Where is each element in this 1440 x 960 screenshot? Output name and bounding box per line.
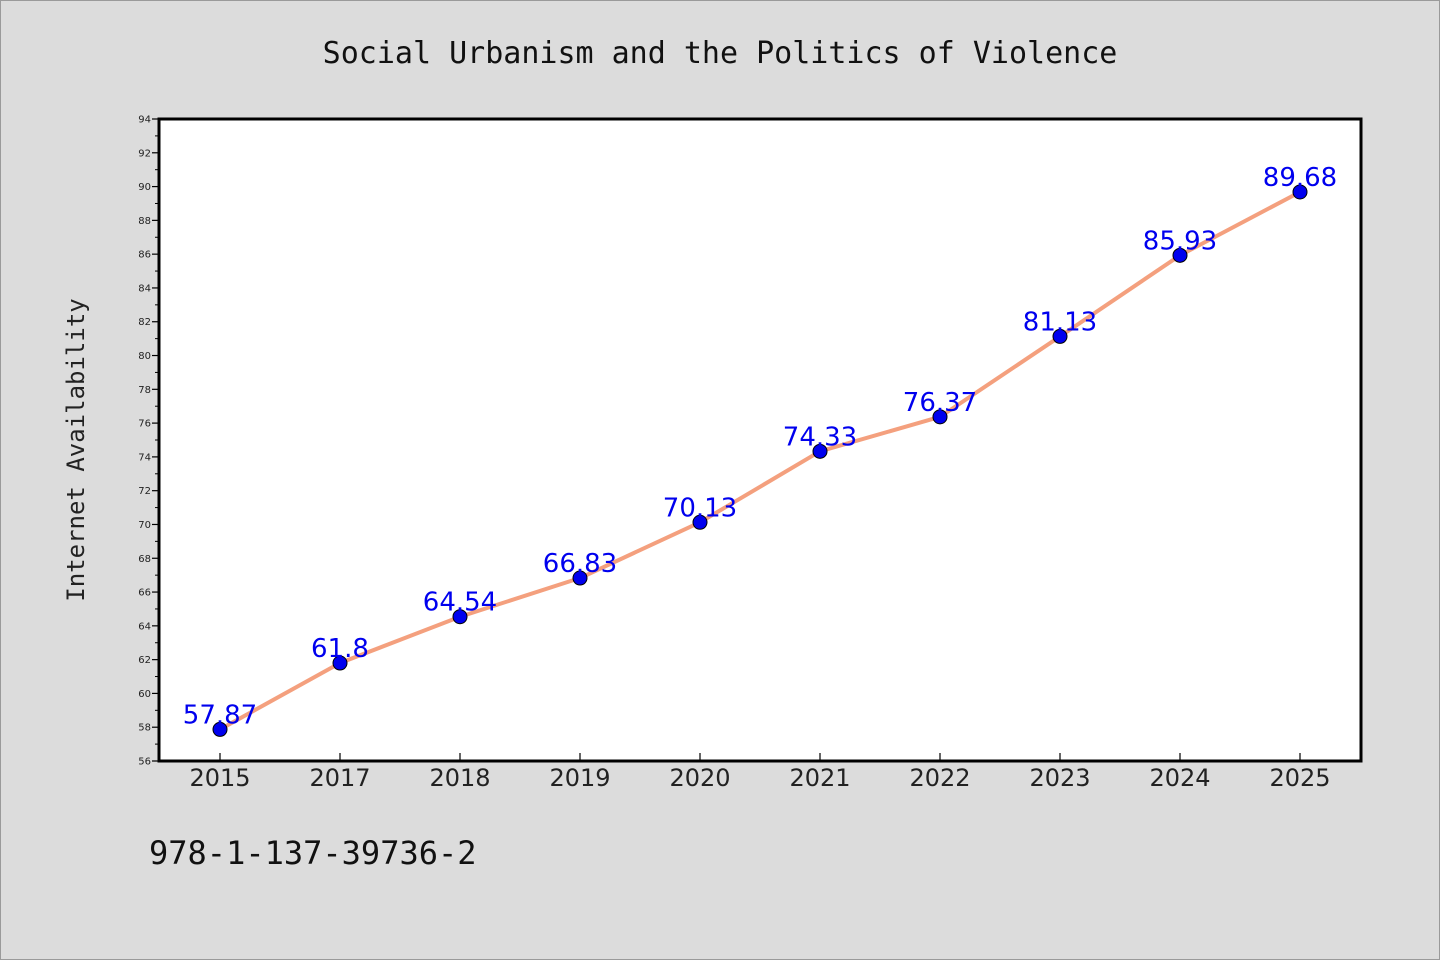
series-layer: 57.87 61.8 64.54 66.83 70.13 74.33 76.37 81.13 8…: [183, 163, 1337, 737]
y-tick-label: 86: [138, 250, 151, 261]
y-tick-label: 76: [138, 419, 151, 430]
data-label: 70.13: [663, 493, 737, 523]
x-tick-label: 2021: [789, 764, 850, 792]
data-point: [932, 409, 948, 425]
y-tick-label: 70: [138, 520, 151, 531]
y-tick-label: 74: [138, 452, 151, 463]
x-tick-label: 2025: [1269, 764, 1330, 792]
y-tick-label: 84: [138, 283, 151, 294]
data-label: 57.87: [183, 700, 257, 730]
y-tick-label: 60: [138, 689, 151, 700]
data-label: 74.33: [783, 422, 857, 452]
x-tick-label: 2020: [669, 764, 730, 792]
y-tick-label: 64: [138, 621, 151, 632]
x-tick-label: 2018: [429, 764, 490, 792]
data-point: [1172, 247, 1188, 263]
data-label: 81.13: [1023, 307, 1097, 337]
data-point: [692, 514, 708, 530]
data-point: [812, 443, 828, 459]
x-tick-label: 2022: [909, 764, 970, 792]
data-label: 64.54: [423, 588, 497, 618]
x-tick-label: 2017: [309, 764, 370, 792]
y-tick-label: 90: [138, 182, 151, 193]
x-axis: 2015 2017 2018 2019 2020 2021 2022 2023 2024 2025: [189, 753, 1331, 792]
x-tick-label: 2019: [549, 764, 610, 792]
chart-title: Social Urbanism and the Politics of Viol…: [323, 36, 1118, 71]
y-tick-label: 66: [138, 588, 151, 599]
data-label: 61.8: [311, 634, 369, 664]
y-tick-label: 78: [138, 385, 151, 396]
y-tick-label: 58: [138, 723, 151, 734]
y-tick-label: 88: [138, 216, 151, 227]
x-tick-label: 2023: [1029, 764, 1090, 792]
data-point: [1052, 328, 1068, 344]
y-tick-label: 56: [138, 757, 151, 768]
y-axis-label: Internet Availability: [62, 298, 90, 601]
y-tick-label: 80: [138, 351, 151, 362]
y-tick-label: 82: [138, 317, 151, 328]
y-tick-label: 72: [138, 486, 151, 497]
data-label: 85.93: [1143, 226, 1217, 256]
data-point: [452, 609, 468, 625]
data-point: [1292, 184, 1308, 200]
y-tick-label: 62: [138, 655, 151, 666]
data-label: 66.83: [543, 549, 617, 579]
series-line: [218, 189, 1302, 732]
y-tick-label: 92: [138, 148, 151, 159]
data-point: [572, 570, 588, 586]
data-point: [332, 655, 348, 671]
data-label: 76.37: [903, 388, 977, 418]
y-axis: 56 58 60 62 64 66 68 70 72 74 76 78 80 82 84 86 88 90 92 94: [138, 115, 159, 768]
data-point: [212, 721, 228, 737]
y-tick-label: 94: [138, 115, 151, 126]
isbn-label: 978-1-137-39736-2: [149, 834, 477, 872]
data-label: 89.68: [1263, 163, 1337, 193]
y-tick-label: 68: [138, 554, 151, 565]
x-tick-label: 2024: [1149, 764, 1210, 792]
x-tick-label: 2015: [189, 764, 250, 792]
